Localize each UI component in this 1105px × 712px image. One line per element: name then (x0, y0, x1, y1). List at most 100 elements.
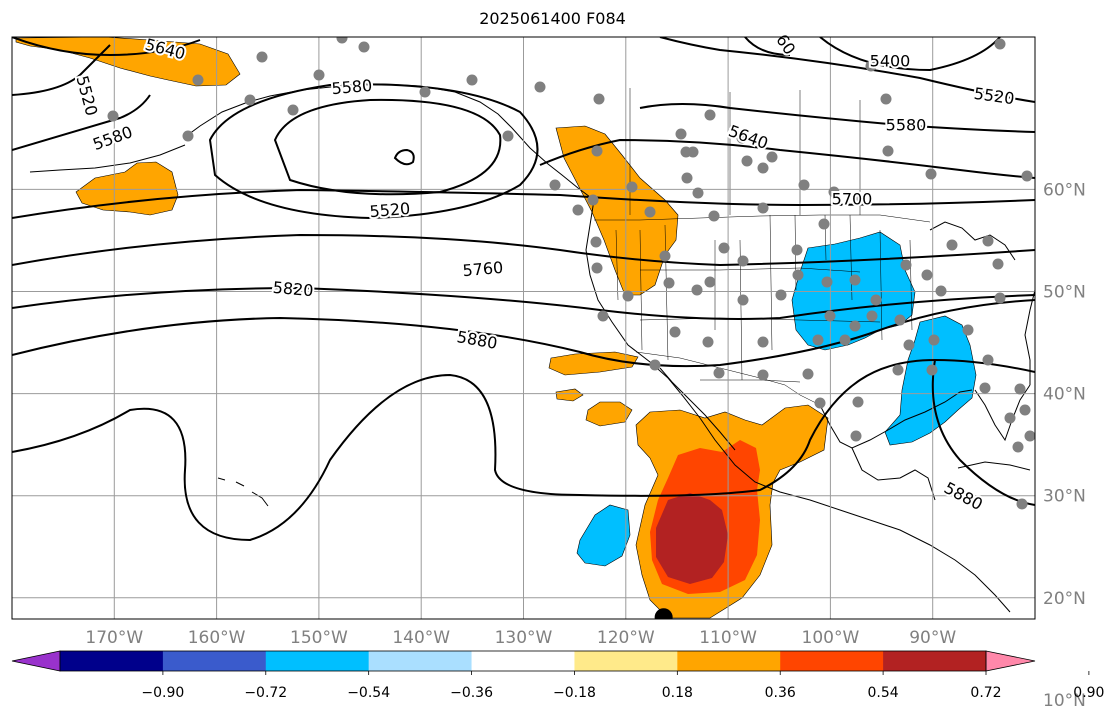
station-dot (704, 109, 716, 121)
station-dot (1024, 430, 1035, 442)
contour-label: 5580 (90, 122, 135, 154)
station-dot (812, 334, 824, 346)
station-dot (839, 334, 851, 346)
figure-title: 2025061400 F084 (479, 9, 626, 28)
colorbar-tick-label: −0.36 (450, 685, 493, 701)
station-dot (894, 314, 906, 326)
longitude-tick-label: 130°W (495, 628, 553, 648)
station-dot (1021, 170, 1033, 182)
station-dot (572, 204, 584, 216)
contour-60-partial (744, 37, 791, 56)
station-dot (466, 74, 478, 86)
station-dot (587, 194, 599, 206)
colorbar-tick-label: 0.18 (662, 685, 693, 701)
station-dot (713, 367, 725, 379)
contour-5880-southeast (931, 359, 1035, 506)
station-dot (852, 396, 864, 408)
station-dot (1019, 404, 1031, 416)
location-marker (654, 608, 673, 619)
west-coast (585, 199, 1011, 613)
colorbar-tick-label: 0.54 (868, 685, 899, 701)
station-dot (675, 128, 687, 140)
station-dot (925, 168, 937, 180)
latitude-tick-labels: 10°N 20°N 30°N 40°N 50°N 60°N (1043, 180, 1086, 711)
station-dot (791, 244, 803, 256)
longitude-tick-label: 100°W (802, 628, 860, 648)
longitude-tick-label: 90°W (909, 628, 956, 648)
contour-label: 5580 (886, 116, 927, 135)
colorbar-segment (883, 651, 987, 671)
station-dot (849, 320, 861, 332)
contour-label: 5760 (462, 258, 504, 280)
station-dot (994, 38, 1006, 50)
colorbar-extend-low (11, 650, 61, 672)
station-dot (256, 51, 268, 63)
coastlines (29, 83, 1035, 613)
anomaly-positive-area (585, 401, 633, 427)
station-dot (622, 290, 634, 302)
station-dot (766, 151, 778, 163)
colorbar-segment (471, 651, 575, 671)
colorbar-tick-label: −0.18 (553, 685, 596, 701)
station-dot (1012, 441, 1024, 453)
station-dot (946, 239, 958, 251)
contour-label: 5820 (272, 278, 314, 300)
station-dot (419, 86, 431, 98)
station-dot (702, 336, 714, 348)
east-coast (1024, 289, 1035, 385)
station-dot (865, 60, 877, 72)
station-dot (704, 276, 716, 288)
colorbar-segment (60, 651, 164, 671)
contour-5400-closed (819, 37, 1001, 72)
contour-label: 5700 (832, 190, 873, 209)
graticule (12, 37, 1035, 619)
colorbar-outline (59, 650, 987, 672)
colorbar-segment (162, 651, 267, 671)
station-dot (593, 93, 605, 105)
station-dots (107, 37, 1035, 510)
station-dot (880, 93, 892, 105)
cuba-coast (957, 461, 1031, 471)
station-dot (718, 242, 730, 254)
station-dot (534, 81, 546, 93)
longitude-tick-label: 160°W (188, 628, 246, 648)
station-dot (1014, 383, 1026, 395)
colorbar-tick-label: −0.72 (244, 685, 287, 701)
station-dot (935, 285, 947, 297)
colorbar (11, 650, 1036, 672)
contour-5640-west (12, 37, 201, 57)
station-dot (757, 369, 769, 381)
contour-label: 5520 (369, 199, 411, 221)
station-dot (798, 179, 810, 191)
contour-5760 (12, 233, 1035, 267)
florida-coast (974, 384, 1031, 442)
contour-label: 5640 (726, 121, 771, 153)
colorbar-segment (574, 651, 678, 671)
station-dot (591, 145, 603, 157)
station-dot (313, 69, 325, 81)
station-dot (818, 218, 830, 230)
contour-label: 5880 (941, 478, 986, 514)
baja-peninsula (659, 367, 736, 451)
longitude-tick-label: 170°W (85, 628, 143, 648)
latitude-tick-label: 20°N (1043, 589, 1086, 609)
station-dot (287, 104, 299, 116)
contour-label: 5520 (73, 74, 102, 118)
longitude-tick-label: 150°W (290, 628, 348, 648)
contour-5520-low-ring (208, 83, 539, 220)
station-dot (669, 326, 681, 338)
hawaii-islands (217, 477, 269, 507)
station-dot (626, 181, 638, 193)
colorbar-tick-labels: −0.90 −0.72 −0.54 −0.36 −0.18 0.18 0.36 0.54 0.7… (141, 671, 1104, 701)
map-frame (11, 36, 1036, 620)
station-dot (814, 397, 826, 409)
great-lakes (929, 221, 1016, 261)
station-dot (757, 336, 769, 348)
latitude-tick-label: 10°N (1043, 691, 1086, 711)
longitude-tick-label: 140°W (392, 628, 450, 648)
station-dot (821, 276, 833, 288)
station-dot (737, 255, 749, 267)
canada-us-border (594, 214, 931, 223)
anomaly-positive-area (555, 388, 584, 402)
station-dot (828, 186, 840, 198)
